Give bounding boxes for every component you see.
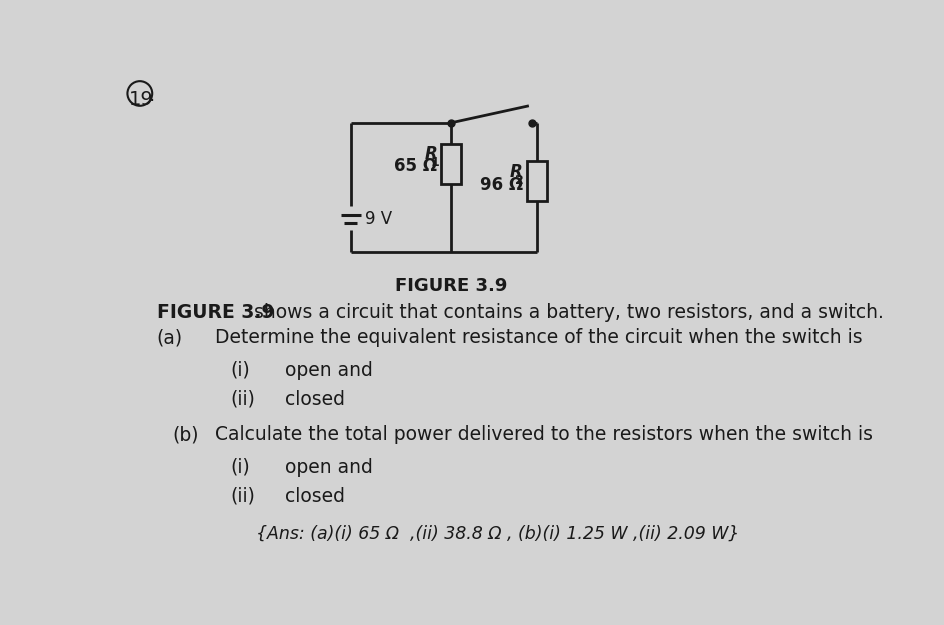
Text: 9 V: 9 V — [364, 210, 391, 228]
Text: closed: closed — [284, 390, 345, 409]
Text: (b): (b) — [172, 426, 198, 444]
Text: shows a circuit that contains a battery, two resistors, and a switch.: shows a circuit that contains a battery,… — [247, 303, 883, 322]
Text: (ii): (ii) — [230, 487, 255, 506]
Text: R: R — [424, 145, 437, 163]
Text: (i): (i) — [230, 361, 250, 379]
Text: 1: 1 — [430, 156, 439, 169]
Text: .: . — [149, 86, 155, 104]
Text: closed: closed — [284, 487, 345, 506]
Text: open and: open and — [284, 458, 372, 477]
Text: Determine the equivalent resistance of the circuit when the switch is: Determine the equivalent resistance of t… — [215, 328, 862, 348]
Text: 96 Ω: 96 Ω — [479, 176, 522, 194]
Text: open and: open and — [284, 361, 372, 379]
Text: (ii): (ii) — [230, 390, 255, 409]
Text: R: R — [510, 162, 522, 181]
Text: FIGURE 3.9: FIGURE 3.9 — [157, 303, 274, 322]
Text: 19: 19 — [129, 91, 154, 109]
Text: (i): (i) — [230, 458, 250, 477]
Text: {Ans: (a)(i) 65 Ω  ,(ii) 38.8 Ω , (b)(i) 1.25 W ,(ii) 2.09 W}: {Ans: (a)(i) 65 Ω ,(ii) 38.8 Ω , (b)(i) … — [256, 525, 739, 543]
Text: 2: 2 — [514, 174, 524, 186]
Text: (a): (a) — [157, 328, 183, 348]
Text: FIGURE 3.9: FIGURE 3.9 — [395, 277, 507, 295]
Bar — [526, 161, 547, 201]
Bar — [441, 144, 461, 184]
Text: Calculate the total power delivered to the resistors when the switch is: Calculate the total power delivered to t… — [215, 426, 872, 444]
Text: 65 Ω: 65 Ω — [394, 157, 437, 175]
